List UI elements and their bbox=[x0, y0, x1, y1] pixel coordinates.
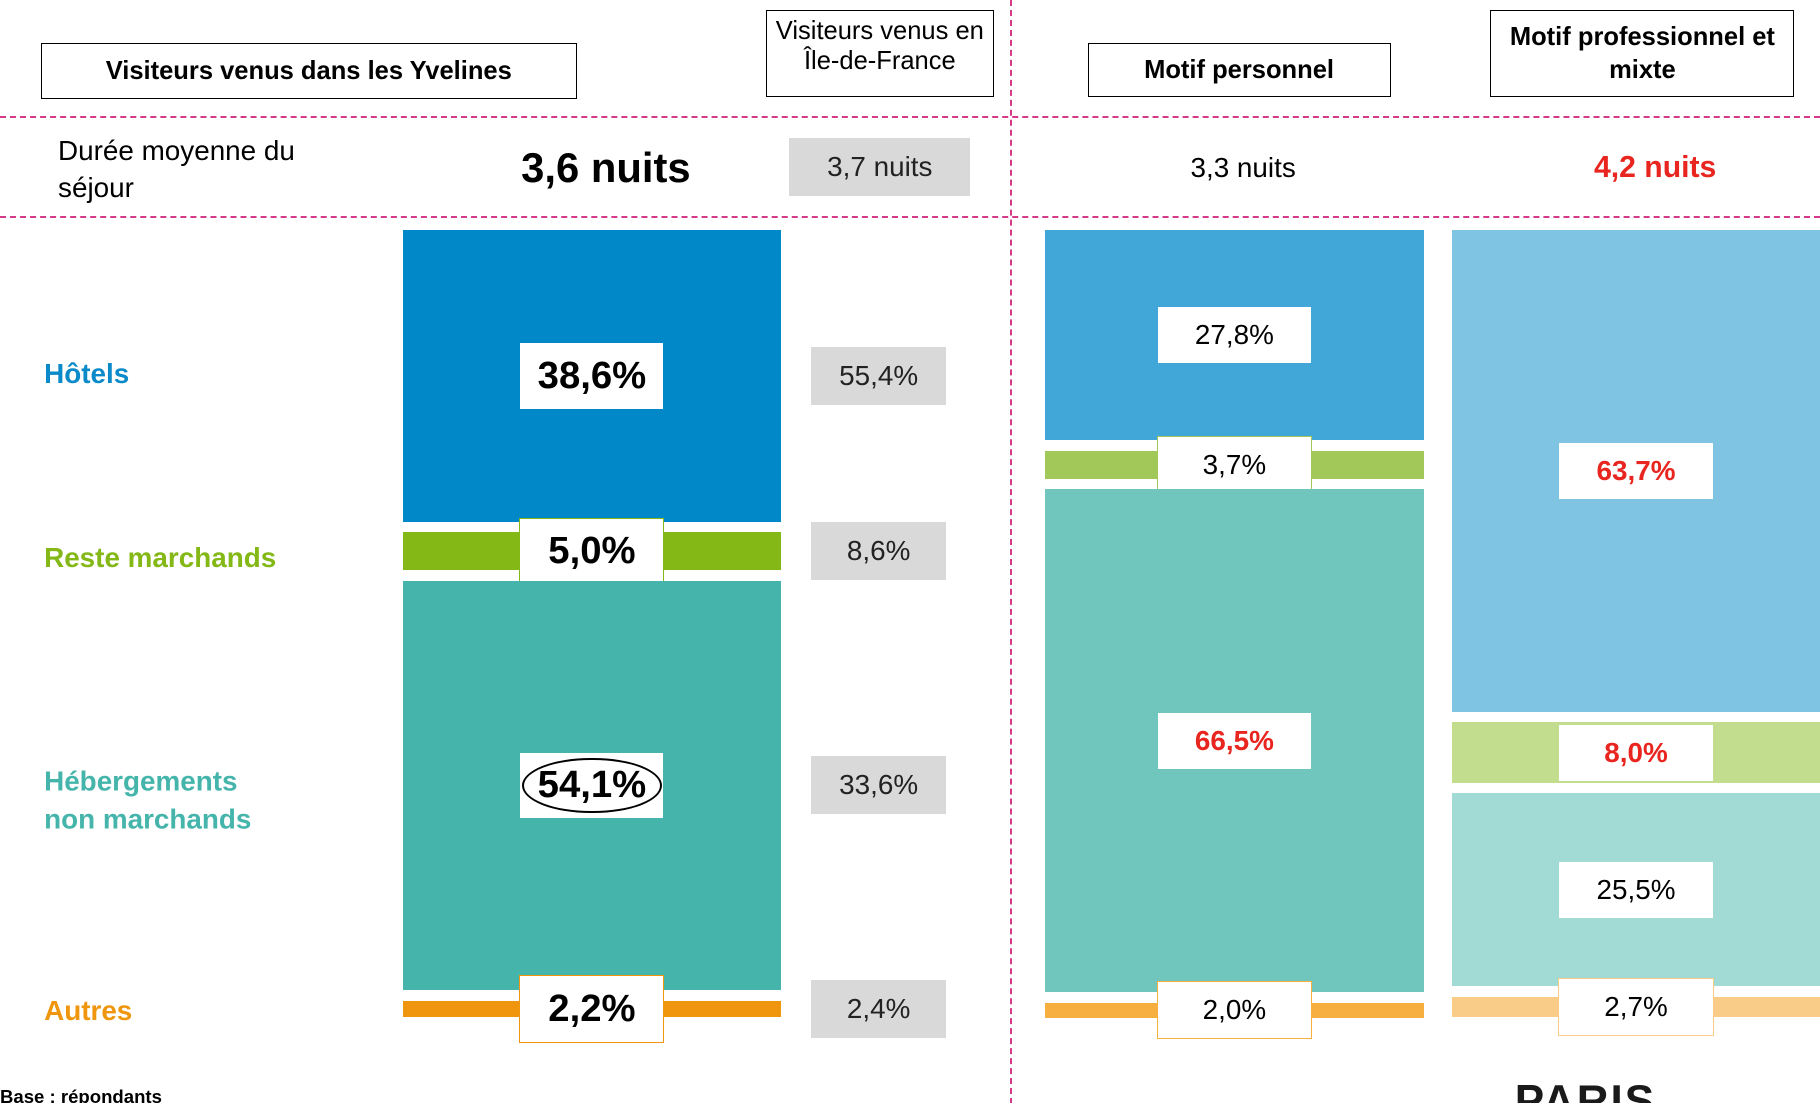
separator bbox=[1009, 0, 1012, 1103]
stay-value: 3,3 nuits bbox=[1190, 152, 1296, 184]
column-header: Motif professionnel et mixte bbox=[1490, 10, 1795, 98]
value-label: 63,7% bbox=[1558, 441, 1714, 500]
category-label: Hôtels bbox=[44, 357, 130, 389]
value-label: 38,6% bbox=[519, 342, 665, 410]
stay-value: 3,6 nuits bbox=[521, 144, 691, 192]
value-box: 2,4% bbox=[811, 979, 946, 1038]
category-label: Hébergements non marchands bbox=[44, 765, 252, 835]
column-header: Visiteurs venus dans les Yvelines bbox=[40, 42, 577, 99]
separator bbox=[0, 215, 1820, 218]
logo: PARIS bbox=[1514, 1077, 1657, 1103]
category-label: Autres bbox=[44, 994, 133, 1026]
value-box: 8,6% bbox=[811, 522, 946, 581]
stay-value: 3,7 nuits bbox=[789, 138, 971, 197]
footnote: Base : répondants bbox=[0, 1086, 162, 1103]
value-label: 2,2% bbox=[519, 975, 665, 1043]
stay-value: 4,2 nuits bbox=[1593, 151, 1717, 185]
column-header: Motif personnel bbox=[1087, 42, 1391, 98]
category-label: Reste marchands bbox=[44, 542, 277, 574]
column-header: Visiteurs venus en Île-de-France bbox=[766, 10, 994, 98]
value-label: 27,8% bbox=[1156, 305, 1313, 365]
value-label: 2,7% bbox=[1558, 977, 1714, 1036]
separator bbox=[0, 116, 1820, 119]
value-label: 8,0% bbox=[1558, 723, 1714, 782]
value-label: 3,7% bbox=[1156, 435, 1313, 494]
stay-label: Durée moyenne du séjour bbox=[58, 135, 295, 204]
highlight-ellipse bbox=[522, 757, 662, 814]
value-box: 33,6% bbox=[811, 756, 946, 815]
value-label: 25,5% bbox=[1558, 860, 1714, 919]
value-label: 5,0% bbox=[519, 517, 665, 585]
value-box: 55,4% bbox=[811, 346, 946, 405]
value-label: 2,0% bbox=[1156, 981, 1313, 1040]
value-label: 66,5% bbox=[1156, 711, 1313, 770]
